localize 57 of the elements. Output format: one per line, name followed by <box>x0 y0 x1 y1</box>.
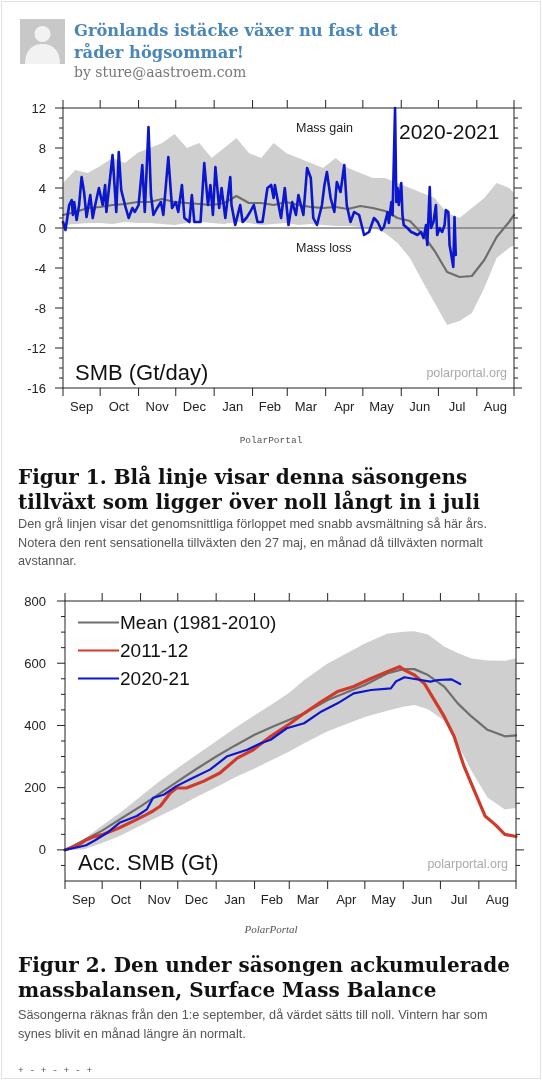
annotation: polarportal.org <box>426 366 508 380</box>
annotation: 2020-2021 <box>399 120 500 143</box>
y-tick-label: -4 <box>34 260 46 276</box>
x-tick-label: Nov <box>145 399 170 414</box>
y-tick-label: 4 <box>38 180 46 196</box>
x-tick-label: Jan <box>222 399 244 414</box>
x-tick-label: Jun <box>411 892 433 907</box>
x-tick-label: May <box>371 892 397 907</box>
x-tick-label: Feb <box>258 399 282 414</box>
x-tick-label: Mar <box>296 892 320 907</box>
x-tick-label: Mar <box>294 399 318 414</box>
annotation: polarportal.org <box>427 857 509 871</box>
text: by sture@aastroem.com <box>74 63 247 81</box>
line-series <box>61 194 516 279</box>
y-tick-label: -12 <box>27 340 46 356</box>
x-tick-label: Aug <box>483 399 507 414</box>
y-tick-label: 400 <box>24 717 46 733</box>
annotation: Mass gain <box>296 121 354 135</box>
x-tick-label: Jul <box>448 399 466 414</box>
y-tick-label: 12 <box>31 100 46 116</box>
annotation: Mass loss <box>296 241 352 255</box>
x-tick-label: May <box>369 399 395 414</box>
legend-label: 2020-21 <box>120 668 190 689</box>
x-tick-label: Aug <box>485 892 509 907</box>
y-tick-label: -8 <box>34 300 46 316</box>
x-tick-label: Feb <box>260 892 284 907</box>
x-tick-label: Nov <box>147 892 172 907</box>
y-tick-label: 800 <box>24 593 46 609</box>
x-tick-label: Apr <box>334 399 356 414</box>
x-tick-label: Apr <box>336 892 358 907</box>
y-axis-title: SMB (Gt/day) <box>75 360 209 385</box>
text: Grönlands istäcke växer nu fast det råder högsommar! <box>74 20 399 64</box>
text: Figur 2. Den under säsongen ackumulerade massbalansen, Surface Mass Balance <box>18 953 511 1003</box>
y-tick-label: 600 <box>24 655 46 671</box>
x-tick-label: Dec <box>182 399 207 414</box>
y-tick-label: 200 <box>24 780 46 796</box>
y-tick-label: -16 <box>27 380 46 396</box>
x-tick-label: Jan <box>224 892 246 907</box>
text: PolarPortal <box>239 435 303 446</box>
legend-label: 2011-12 <box>120 640 189 661</box>
text: + - + - + - + <box>18 1065 93 1076</box>
y-tick-label: 0 <box>38 220 46 236</box>
text: PolarPortal <box>243 923 298 935</box>
x-tick-label: Dec <box>184 892 209 907</box>
x-tick-label: Oct <box>108 399 130 414</box>
text: Den grå linjen visar det genomsnittliga förloppet med snabb avsmältning så här års. Notera den rent sensationella tillväxten den 27 maj, en månad då tillväxten normalt avstannar. <box>18 516 488 570</box>
text: Figur 1. Blå linje visar denna säsongens tillväxt som ligger över noll långt in i juli <box>18 464 481 515</box>
x-tick-label: Jun <box>409 399 431 414</box>
x-tick-label: Jul <box>450 892 468 907</box>
legend-label: Mean (1981-2010) <box>120 612 277 633</box>
y-tick-label: 8 <box>38 140 46 156</box>
y-axis-title: Acc. SMB (Gt) <box>78 850 219 875</box>
x-tick-label: Sep <box>70 399 94 414</box>
text: Säsongerna räknas från den 1:e september, då värdet sätts till noll. Vintern har som synes blivit en månad längre än normalt. <box>18 1007 489 1043</box>
x-tick-label: Sep <box>72 892 96 907</box>
y-tick-label: 0 <box>38 842 46 858</box>
x-tick-label: Oct <box>110 892 132 907</box>
